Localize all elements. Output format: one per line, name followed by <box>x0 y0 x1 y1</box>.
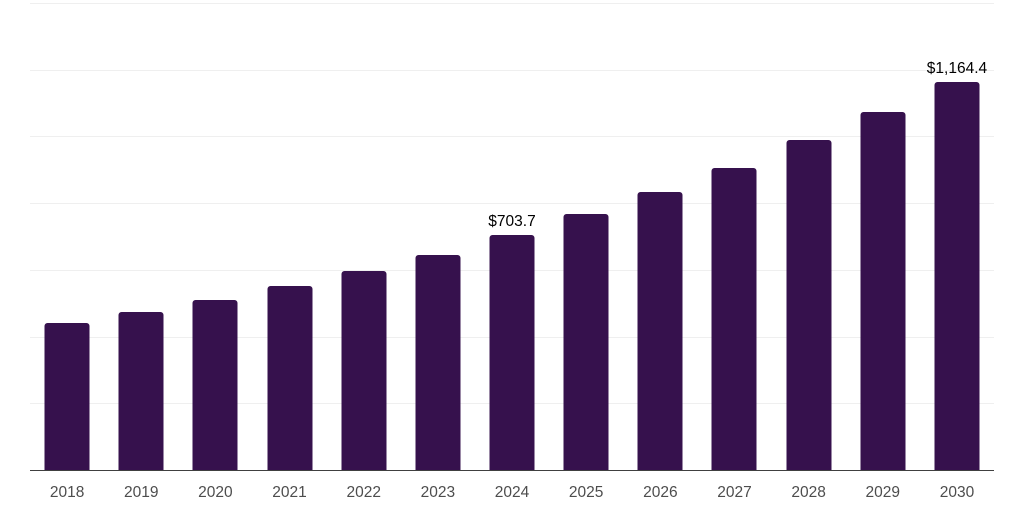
x-axis: 2018 2019 2020 2021 2022 2023 2024 2025 2026 2027… <box>30 484 994 501</box>
bar-slot-2020 <box>178 3 252 470</box>
bar-2018 <box>44 323 90 470</box>
gridline-1200 <box>30 69 994 71</box>
bar-slot-2021 <box>252 3 326 470</box>
bar-2024 <box>489 235 535 470</box>
bar-2026 <box>637 192 683 470</box>
x-tick-label-2030: 2030 <box>939 484 975 501</box>
gridline-1000 <box>30 136 994 138</box>
bar-slot-2025 <box>549 3 623 470</box>
plot-area: $703.7 $1,164.4 <box>30 3 994 471</box>
x-tick-label-2022: 2022 <box>346 484 381 501</box>
x-tick-label-2029: 2029 <box>865 484 901 501</box>
bar-slot-2023 <box>401 3 475 470</box>
value-label-2030: $1,164.4 <box>926 59 988 77</box>
gridline-1400 <box>30 3 994 4</box>
x-tick-label-2027: 2027 <box>717 484 752 501</box>
bar-2030 <box>934 81 980 470</box>
bar-slot-2029 <box>846 3 920 470</box>
x-tick-label-2026: 2026 <box>643 484 678 501</box>
bar-2020 <box>192 300 238 470</box>
x-tick-label-2024: 2024 <box>494 484 530 501</box>
bar-2022 <box>341 271 387 470</box>
bar-2028 <box>786 139 832 470</box>
gridline-800 <box>30 203 994 205</box>
bar-2029 <box>860 112 906 470</box>
bar-2021 <box>267 286 313 470</box>
bar-slot-2022 <box>327 3 401 470</box>
bar-2023 <box>415 254 461 470</box>
bar-slot-2019 <box>104 3 178 470</box>
x-tick-label-2019: 2019 <box>123 484 159 501</box>
bar-slot-2027 <box>697 3 771 470</box>
bar-slot-2018 <box>30 3 104 470</box>
value-label-2024: $703.7 <box>488 213 536 231</box>
x-tick-label-2025: 2025 <box>568 484 604 501</box>
bar-slot-2026 <box>623 3 697 470</box>
bar-2025 <box>563 214 609 470</box>
bar-2027 <box>711 167 757 470</box>
bar-slot-2028 <box>772 3 846 470</box>
x-tick-label-2021: 2021 <box>272 484 307 501</box>
bars-row: $703.7 $1,164.4 <box>30 3 994 470</box>
x-tick-label-2028: 2028 <box>791 484 826 501</box>
bar-slot-2024: $703.7 <box>475 3 549 470</box>
x-tick-label-2018: 2018 <box>49 484 85 501</box>
bar-2019 <box>118 312 164 470</box>
x-tick-label-2020: 2020 <box>198 484 233 501</box>
bar-slot-2030: $1,164.4 <box>920 3 994 470</box>
x-tick-label-2023: 2023 <box>420 484 456 501</box>
